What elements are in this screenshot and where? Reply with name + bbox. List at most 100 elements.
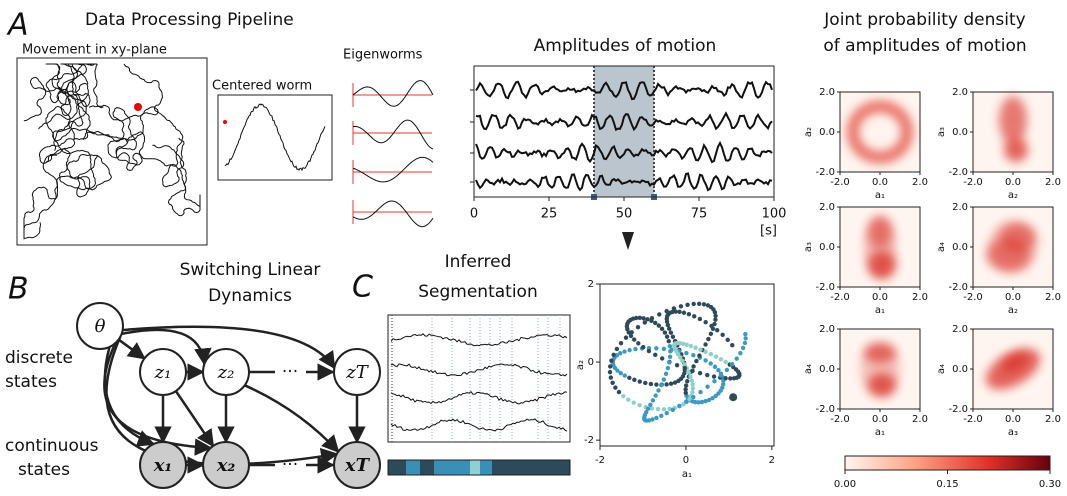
trajectory-point bbox=[667, 354, 673, 359]
trajectory-point bbox=[661, 377, 667, 382]
y-tick-label: 2.0 bbox=[952, 87, 968, 98]
y-axis-label: a₄ bbox=[803, 364, 814, 374]
y-tick-label: -2 bbox=[584, 435, 594, 446]
trajectory-point bbox=[668, 330, 674, 335]
subplot-title: Movement in xy-plane bbox=[22, 43, 167, 58]
trajectory-point bbox=[731, 376, 737, 381]
trajectory-point bbox=[657, 312, 662, 317]
trajectory-point bbox=[654, 346, 659, 351]
node-label: zT bbox=[345, 362, 369, 383]
trajectory-point bbox=[730, 343, 735, 348]
trajectory-point bbox=[683, 387, 688, 392]
density-blob bbox=[999, 96, 1027, 144]
y-tick-label: -2.0 bbox=[815, 282, 835, 293]
y-tick-label: 0.0 bbox=[819, 127, 835, 138]
trajectory-point bbox=[728, 376, 733, 381]
node-label: x₁ bbox=[153, 455, 173, 476]
trajectory-point bbox=[671, 306, 677, 311]
y-tick-label: 2.0 bbox=[819, 324, 835, 335]
segment-bar bbox=[406, 460, 420, 475]
density-heatmap bbox=[973, 92, 1053, 172]
x-tick-label: 2.0 bbox=[912, 292, 928, 303]
trajectory-point bbox=[718, 373, 724, 378]
trajectory-point bbox=[689, 378, 695, 383]
trajectory-point bbox=[705, 372, 710, 378]
trajectory-point bbox=[677, 403, 682, 409]
trajectory-point bbox=[649, 318, 654, 324]
panel-letter: C bbox=[352, 270, 373, 305]
trajectory-point bbox=[682, 362, 687, 367]
amplitude-trace bbox=[475, 172, 773, 192]
trajectory-point bbox=[653, 320, 658, 326]
trajectory-point bbox=[697, 370, 703, 376]
trajectory-point bbox=[665, 365, 671, 371]
segment-bar bbox=[434, 460, 470, 475]
trajectory-point bbox=[667, 360, 672, 365]
x-axis-label: a₃ bbox=[1008, 427, 1018, 438]
trajectory-point bbox=[699, 399, 705, 405]
trajectory-point bbox=[628, 333, 634, 339]
trajectory-point bbox=[676, 378, 681, 384]
trajectory-point bbox=[661, 346, 667, 352]
panel-title: Segmentation bbox=[418, 282, 537, 302]
trajectory-point bbox=[708, 351, 714, 357]
y-tick-label: 2.0 bbox=[819, 87, 835, 98]
density-blob bbox=[989, 221, 1037, 273]
trajectory-point bbox=[627, 347, 632, 353]
amplitude-trace bbox=[475, 111, 773, 132]
y-tick-label: 0.0 bbox=[819, 364, 835, 375]
trajectory-point bbox=[613, 385, 618, 390]
trajectory-point bbox=[685, 302, 690, 308]
trajectory-point bbox=[706, 397, 712, 403]
trajectory-point bbox=[637, 402, 642, 408]
trajectory-line bbox=[23, 153, 112, 235]
trajectory-point bbox=[674, 362, 680, 368]
trajectory-point bbox=[635, 325, 641, 330]
y-axis-label: a₄ bbox=[936, 364, 947, 374]
node-label: z₂ bbox=[217, 362, 235, 383]
graph-node bbox=[139, 348, 187, 396]
y-tick-label: 2.0 bbox=[819, 202, 835, 213]
trajectory-line bbox=[45, 105, 128, 191]
trajectory-point bbox=[623, 335, 629, 340]
trajectory-point bbox=[614, 353, 620, 358]
trajectory-point bbox=[607, 369, 613, 375]
trajectory-point bbox=[659, 356, 665, 361]
node-label: x₂ bbox=[216, 455, 236, 476]
trajectory-point bbox=[641, 316, 646, 321]
trajectory-point bbox=[724, 367, 730, 373]
y-tick-label: 0.0 bbox=[952, 127, 968, 138]
trajectory-point bbox=[672, 380, 678, 385]
density-blob bbox=[860, 343, 900, 395]
trajectory-point bbox=[653, 393, 658, 398]
trajectory-point bbox=[692, 314, 697, 319]
node-label: θ bbox=[95, 316, 106, 337]
trajectory-line bbox=[152, 137, 201, 217]
trajectory-line bbox=[45, 63, 104, 151]
trajectory-point bbox=[703, 342, 708, 347]
trajectory-point bbox=[668, 381, 674, 386]
y-tick-label: 0 bbox=[588, 357, 594, 368]
trajectory-point bbox=[691, 394, 696, 400]
x-tick-label: 2.0 bbox=[912, 177, 928, 188]
trajectory-point bbox=[631, 400, 636, 405]
trajectory-point bbox=[740, 345, 746, 351]
trajectory-point bbox=[698, 347, 703, 352]
trajectory-point bbox=[654, 382, 659, 387]
y-axis-label: a₂ bbox=[575, 360, 586, 370]
trajectory-point bbox=[616, 389, 622, 395]
x-tick-label: -2.0 bbox=[963, 414, 983, 425]
trajectory-point bbox=[703, 320, 708, 325]
segment-bar bbox=[492, 460, 512, 475]
trajectory-point bbox=[667, 343, 673, 349]
eigenworm bbox=[352, 156, 434, 183]
trajectory-point bbox=[687, 396, 692, 402]
x-axis-label: a₂ bbox=[1008, 305, 1018, 316]
trajectory-point bbox=[712, 379, 717, 384]
trajectory-point bbox=[622, 373, 627, 378]
trajectory-point bbox=[684, 350, 689, 356]
subplot-title: Centered worm bbox=[212, 79, 312, 94]
trajectory-point bbox=[634, 315, 639, 321]
trajectory-point bbox=[682, 365, 688, 371]
